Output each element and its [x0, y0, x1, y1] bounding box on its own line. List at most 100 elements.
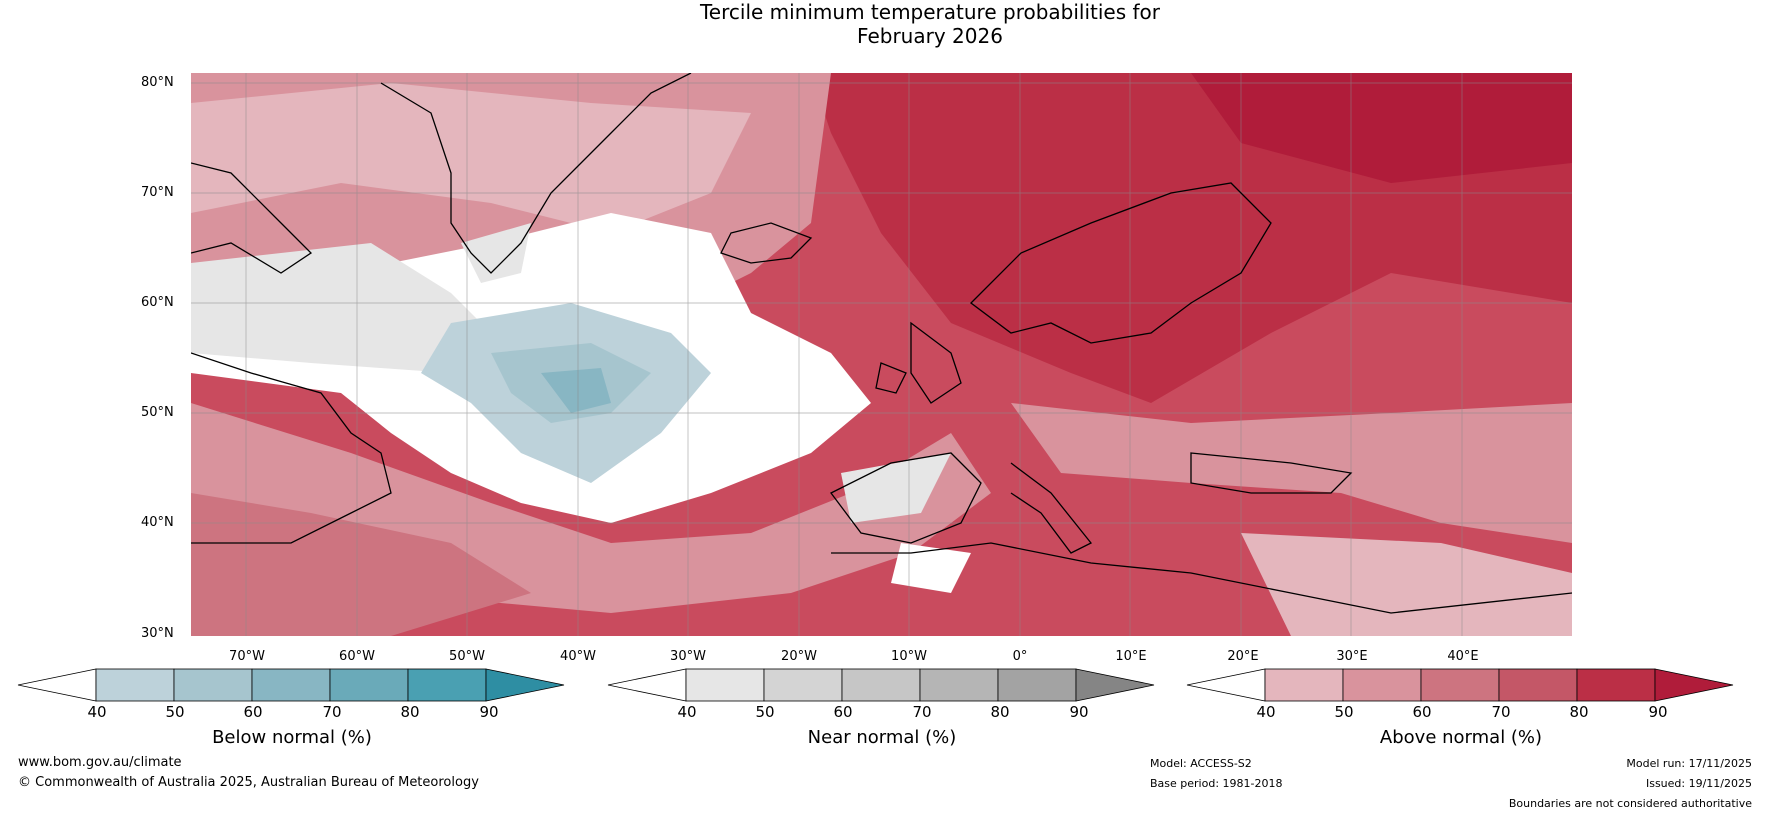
base-period-text: Base period: 1981-2018 [1150, 777, 1283, 790]
lon-label-30w: 30°W [670, 649, 706, 664]
coastlines [191, 73, 1572, 614]
lon-label-30e: 30°E [1336, 649, 1368, 664]
below-tick-60: 60 [243, 703, 263, 721]
near-tick-40: 40 [677, 703, 697, 721]
disclaimer-text: Boundaries are not considered authoritat… [1508, 797, 1752, 810]
near-normal-colorbar-svg [607, 668, 1155, 702]
issued-text: Issued: 19/11/2025 [1645, 777, 1752, 790]
map-title: Tercile minimum temperature probabilitie… [0, 0, 1770, 48]
near-cbar-segment-2 [763, 668, 843, 702]
near-cbar-extend-high [1075, 668, 1155, 702]
above-tick-80: 80 [1569, 703, 1589, 721]
above-tick-50: 50 [1334, 703, 1354, 721]
website-text: www.bom.gov.au/climate [18, 755, 182, 770]
near-cbar-extend-low [607, 668, 687, 702]
iceland-coast [720, 222, 813, 264]
below-cbar-segment-3 [251, 668, 331, 702]
near-cbar-segment-5 [997, 668, 1077, 702]
above-normal-faint-mideast [1241, 533, 1572, 636]
lat-label-60: 60°N [141, 295, 174, 310]
north-africa-coast [831, 542, 1572, 614]
above-cbar-segment-2 [1342, 668, 1422, 702]
above-normal-southwest [191, 493, 531, 636]
above-cbar-segment-4 [1498, 668, 1578, 702]
above-normal-colorbar-svg [1186, 668, 1734, 702]
near-tick-70: 70 [912, 703, 932, 721]
lat-label-80: 80°N [141, 75, 174, 90]
below-cbar-extend-high [485, 668, 565, 702]
lat-label-30: 30°N [141, 626, 174, 641]
below-tick-90: 90 [479, 703, 499, 721]
below-cbar-extend-low [17, 668, 97, 702]
probability-map [191, 73, 1572, 636]
below-normal-label: Below normal (%) [212, 727, 372, 748]
lon-label-10e: 10°E [1115, 649, 1147, 664]
near-tick-60: 60 [833, 703, 853, 721]
ireland-coast [875, 362, 907, 394]
near-cbar-segment-3 [841, 668, 921, 702]
lon-label-20w: 20°W [781, 649, 817, 664]
lat-label-40: 40°N [141, 515, 174, 530]
below-tick-50: 50 [165, 703, 185, 721]
below-normal-colorbar [17, 668, 566, 702]
labrador-coast [191, 352, 392, 544]
copyright-text: © Commonwealth of Australia 2025, Austra… [18, 775, 479, 790]
near-normal-colorbar [607, 668, 1156, 702]
map-panel [191, 73, 1572, 636]
above-tick-60: 60 [1412, 703, 1432, 721]
below-cbar-segment-1 [95, 668, 175, 702]
near-tick-50: 50 [755, 703, 775, 721]
lon-label-20e: 20°E [1227, 649, 1259, 664]
below-tick-80: 80 [400, 703, 420, 721]
above-cbar-segment-3 [1420, 668, 1500, 702]
above-normal-light-europe [1011, 403, 1572, 543]
lat-label-70: 70°N [141, 185, 174, 200]
lon-label-40w: 40°W [560, 649, 596, 664]
lon-label-10w: 10°W [891, 649, 927, 664]
near-cbar-segment-4 [919, 668, 999, 702]
below-tick-70: 70 [322, 703, 342, 721]
lon-label-40e: 40°E [1447, 649, 1479, 664]
britain-coast [910, 321, 962, 404]
title-line-1: Tercile minimum temperature probabilitie… [699, 0, 1161, 24]
near-normal-labrador [191, 243, 491, 373]
below-cbar-segment-4 [329, 668, 409, 702]
model-run-text: Model run: 17/11/2025 [1626, 757, 1752, 770]
above-tick-90: 90 [1648, 703, 1668, 721]
above-normal-highest-region [1191, 73, 1572, 183]
above-normal-label: Above normal (%) [1379, 727, 1543, 748]
above-normal-faint-north [191, 83, 751, 233]
above-normal-colorbar [1186, 668, 1735, 702]
above-cbar-extend-high [1654, 668, 1734, 702]
above-cbar-extend-low [1186, 668, 1266, 702]
above-tick-40: 40 [1256, 703, 1276, 721]
near-normal-label: Near normal (%) [807, 727, 957, 748]
black-sea-coast [1190, 452, 1353, 494]
below-normal-atlantic-core [541, 368, 611, 413]
title-line-2: February 2026 [857, 24, 1003, 48]
scandinavia-coast [970, 182, 1272, 344]
lon-label-50w: 50°W [449, 649, 485, 664]
italy-coast [1010, 462, 1093, 554]
below-tick-40: 40 [87, 703, 107, 721]
near-tick-80: 80 [990, 703, 1010, 721]
baffin-coast [191, 162, 313, 274]
near-tick-90: 90 [1069, 703, 1089, 721]
near-normal-iberia [841, 453, 951, 523]
model-text: Model: ACCESS-S2 [1150, 757, 1252, 770]
lon-label-60w: 60°W [339, 649, 375, 664]
near-cbar-segment-1 [685, 668, 765, 702]
below-normal-colorbar-svg [17, 668, 565, 702]
lon-label-0: 0° [1012, 649, 1028, 664]
above-cbar-segment-1 [1264, 668, 1344, 702]
below-cbar-segment-2 [173, 668, 253, 702]
lon-label-70w: 70°W [229, 649, 265, 664]
neutral-northafrica [891, 543, 971, 593]
below-cbar-segment-5 [407, 668, 487, 702]
above-cbar-segment-5 [1576, 668, 1656, 702]
iberia-coast [830, 452, 982, 544]
above-tick-70: 70 [1491, 703, 1511, 721]
lat-label-50: 50°N [141, 405, 174, 420]
near-normal-greenland-sea [461, 223, 531, 283]
greenland-coast [380, 73, 692, 274]
